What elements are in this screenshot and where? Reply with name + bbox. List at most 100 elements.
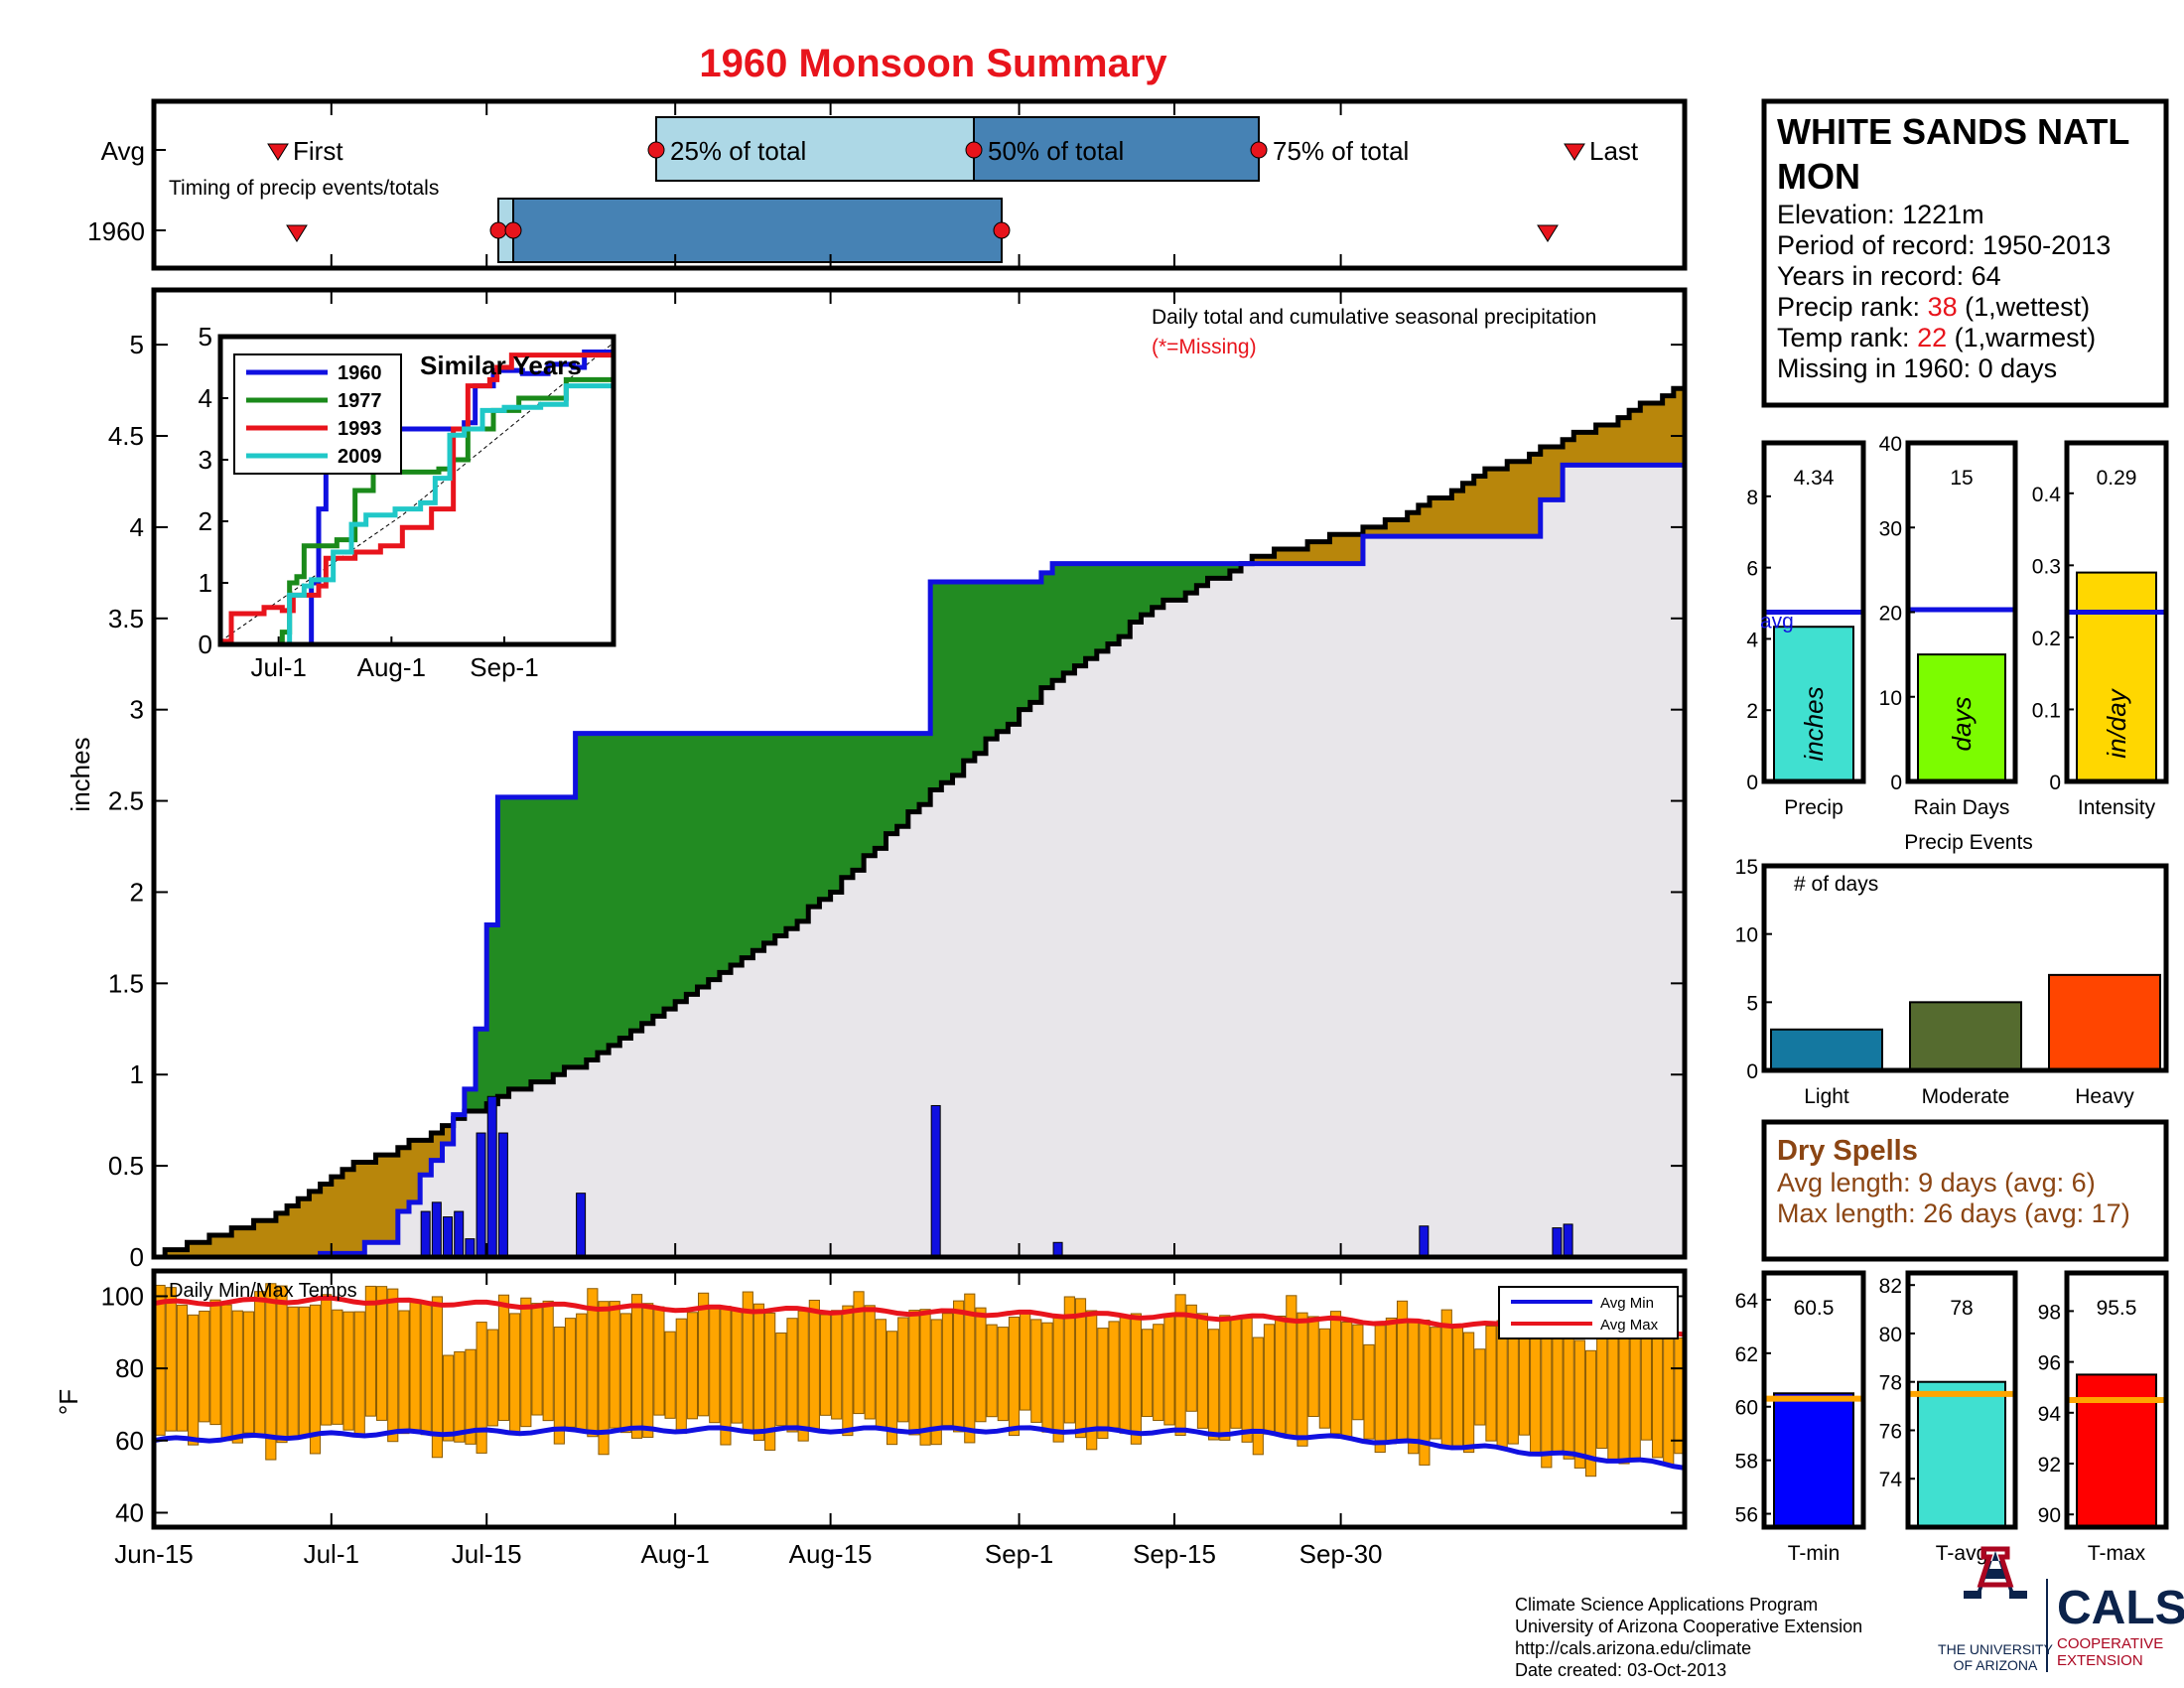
rain-days-chart: 0 10 20 30 40 15 days Rain Days — [1879, 433, 2018, 819]
daily-temp-bar — [709, 1308, 721, 1424]
timing-row-year: 1960 — [87, 216, 145, 246]
daily-temp-bar — [1341, 1322, 1353, 1439]
y-tick-label: 0.5 — [108, 1151, 144, 1181]
daily-temp-bar — [653, 1306, 665, 1416]
stat-y-tick-label: 96 — [2038, 1352, 2061, 1375]
inset-x-tick-label: Jul-1 — [250, 652, 306, 682]
daily-temp-bar — [1618, 1320, 1630, 1465]
daily-temp-bar — [387, 1288, 399, 1443]
dry-spells-avg: Avg length: 9 days (avg: 6) — [1777, 1168, 2096, 1197]
stat-value-bar — [1773, 1392, 1854, 1529]
inset-y-tick-label: 0 — [199, 630, 212, 659]
daily-temp-bar — [1329, 1311, 1342, 1435]
inset-frame — [217, 334, 616, 647]
date-tick-label: Sep-15 — [1133, 1539, 1216, 1569]
event-category-label: Moderate — [1922, 1085, 2010, 1108]
above-average-area — [453, 563, 1242, 1119]
stat-y-tick-label: 0 — [1746, 772, 1758, 794]
temp-y-tick-label: 60 — [115, 1426, 144, 1456]
daily-precip-bar — [420, 1210, 431, 1258]
daily-temp-bar — [675, 1318, 687, 1435]
daily-temp-bar — [364, 1285, 376, 1417]
station-period: Period of record: 1950-2013 — [1777, 230, 2111, 260]
precip-rank-value: 38 — [1928, 292, 1958, 322]
y-tick-label: 5 — [130, 330, 144, 359]
daily-temp-bar — [1208, 1329, 1220, 1441]
main-annotation: Daily total and cumulative seasonal prec… — [1152, 306, 1596, 329]
avg-last-label: Last — [1589, 136, 1639, 166]
daily-temp-bar — [775, 1332, 787, 1427]
daily-temp-bar — [764, 1312, 776, 1451]
footer-line1: Climate Science Applications Program — [1515, 1595, 1818, 1615]
year-first-triangle — [286, 224, 308, 242]
stat-y-tick-label: 94 — [2038, 1403, 2062, 1426]
daily-temp-bar — [420, 1303, 432, 1436]
daily-temp-bar — [819, 1314, 832, 1416]
daily-temp-bar — [831, 1310, 843, 1420]
temp-frame — [151, 1268, 1688, 1530]
stat-value-bar — [1917, 653, 2006, 782]
events-y-tick-label: 0 — [1746, 1060, 1758, 1083]
daily-precip-bar — [576, 1193, 587, 1258]
avg-first-label: First — [293, 136, 343, 166]
stat-frame — [2064, 440, 2169, 784]
daily-temp-bar — [1563, 1332, 1574, 1460]
stat-avg-label: avg — [1760, 611, 1794, 633]
inset-x-tick-label: Aug-1 — [357, 652, 426, 682]
main-frame — [151, 287, 1688, 1260]
daily-temp-bar — [997, 1327, 1009, 1422]
temp-rank-value: 22 — [1917, 323, 1947, 352]
daily-temp-bar — [864, 1305, 876, 1420]
daily-temp-bar — [1030, 1319, 1042, 1423]
daily-temp-bar — [1607, 1324, 1619, 1464]
daily-temp-bar — [332, 1309, 343, 1425]
inset-title: Similar Years — [420, 351, 582, 380]
temp-legend-box — [1498, 1286, 1679, 1339]
average-cumulative-fill — [154, 388, 1685, 1257]
daily-precip-bar — [1563, 1223, 1573, 1258]
avg-q75-marker — [1250, 141, 1268, 159]
precip-rank-note: (1,wettest) — [1958, 292, 2091, 322]
daily-temp-bar — [1008, 1316, 1021, 1437]
temperature-panel: 40 60 80 100 Daily Min/Max Temps Avg Min Av… — [54, 1268, 1688, 1530]
daily-temp-bar — [287, 1306, 299, 1440]
avg-q75-label: 75% of total — [1273, 136, 1409, 166]
legend-label-avg-min: Avg Min — [1600, 1295, 1654, 1312]
cals-logo-text: CALS — [2057, 1582, 2184, 1634]
y-tick-label: 0 — [130, 1242, 144, 1272]
daily-temp-bar — [409, 1301, 421, 1431]
daily-temp-bar — [842, 1305, 854, 1437]
stat-y-tick-label: 74 — [1879, 1469, 1903, 1491]
daily-precip-bar — [497, 1132, 508, 1258]
stat-y-tick-label: 0.1 — [2032, 699, 2061, 722]
date-tick-label: Jun-15 — [114, 1539, 194, 1569]
year-q25-marker — [489, 221, 507, 239]
date-tick-label: Sep-1 — [985, 1539, 1053, 1569]
stat-value-bar — [2076, 571, 2157, 783]
year-last-triangle — [1537, 224, 1559, 242]
stat-value-label: 78 — [1950, 1297, 1973, 1320]
avg-q50-marker — [965, 141, 983, 159]
daily-temp-bar — [1275, 1315, 1287, 1434]
daily-temp-bar — [1463, 1332, 1475, 1454]
daily-temp-bar — [520, 1297, 532, 1428]
inset-ticks: 0 1 2 3 4 5 Jul-1 Aug-1 Sep-1 — [199, 322, 539, 682]
daily-temp-bar — [542, 1300, 554, 1422]
stat-value-bar — [1773, 626, 1854, 783]
stat-value-label: 60.5 — [1794, 1297, 1835, 1320]
daily-temp-bar — [254, 1291, 266, 1437]
daily-temp-bar — [1163, 1315, 1175, 1426]
daily-temp-bar — [342, 1311, 354, 1431]
y-tick-label: 1.5 — [108, 968, 144, 998]
event-category-label: Heavy — [2075, 1085, 2134, 1108]
average-cumulative-step-line — [154, 385, 1685, 1260]
avg-q25-label: 25% of total — [670, 136, 806, 166]
date-axis-labels: Jun-15 Jul-1 Jul-15 Aug-1 Aug-15 Sep-1 Sep-15 S… — [114, 1539, 1382, 1569]
legend-label-1977: 1977 — [338, 390, 382, 412]
temp-rank-label: Temp rank: — [1777, 323, 1917, 352]
station-missing: Missing in 1960: 0 days — [1777, 353, 2057, 383]
station-precip-rank: Precip rank: 38 (1,wettest) — [1777, 292, 2090, 322]
stat-y-tick-label: 0.3 — [2032, 555, 2061, 578]
daily-temp-bar — [587, 1288, 599, 1438]
year-cumulative-line — [154, 462, 1685, 1260]
